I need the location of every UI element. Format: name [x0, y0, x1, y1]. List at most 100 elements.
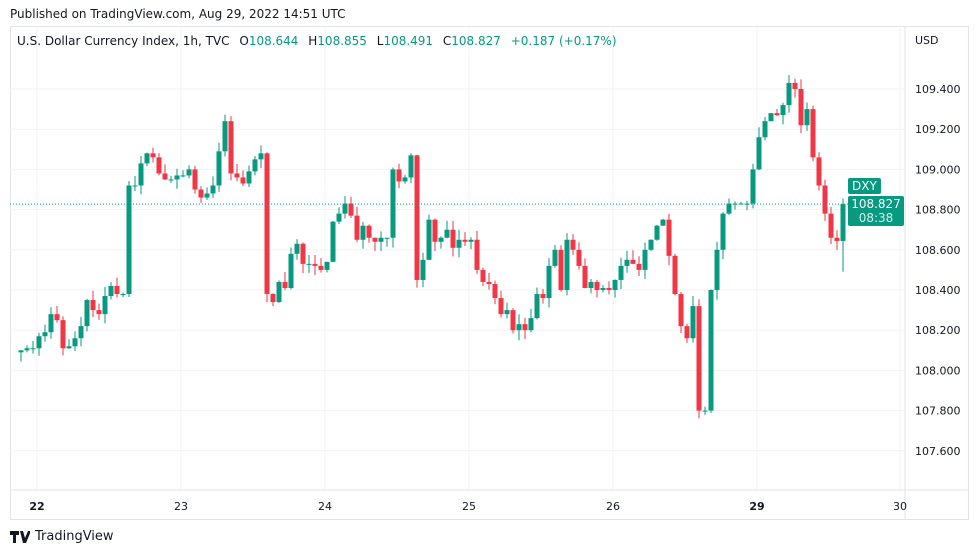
high-value: 108.855 — [317, 34, 367, 48]
change-value: +0.187 (+0.17%) — [510, 34, 617, 48]
candle-body — [240, 177, 246, 184]
candle-body — [282, 281, 288, 288]
candle-body — [564, 239, 570, 290]
candle-body — [258, 153, 264, 160]
candle-body — [174, 175, 180, 180]
candle-body — [54, 314, 60, 321]
candle-body — [630, 259, 636, 264]
candles — [18, 75, 846, 419]
candle-body — [276, 281, 282, 303]
candle-body — [114, 285, 120, 295]
candle-body — [522, 324, 528, 331]
candle-body — [540, 294, 546, 299]
time-tick: 24 — [318, 500, 332, 513]
candle-body — [294, 243, 300, 254]
candle-body — [216, 151, 222, 186]
chart-frame[interactable] — [10, 26, 969, 520]
candle-body — [636, 263, 642, 270]
candle-body — [744, 203, 750, 205]
candle-body — [372, 237, 378, 242]
candle-body — [720, 213, 726, 250]
candle-body — [768, 113, 774, 122]
candle-body — [204, 193, 210, 198]
candle-body — [408, 155, 414, 178]
candle-body — [180, 175, 186, 177]
time-tick: 23 — [174, 500, 188, 513]
candle-body — [480, 269, 486, 282]
price-tick: 109.200 — [915, 123, 961, 136]
candle-body — [324, 261, 330, 270]
candle-body — [162, 173, 168, 180]
currency-label: USD — [915, 34, 939, 47]
price-tick: 108.800 — [915, 204, 961, 217]
candle-body — [618, 265, 624, 280]
price-tick: 108.400 — [915, 284, 961, 297]
candle-body — [312, 263, 318, 266]
candle-body — [396, 169, 402, 182]
candle-body — [426, 219, 432, 260]
candle-body — [810, 109, 816, 158]
candle-body — [588, 281, 594, 288]
candle-body — [168, 179, 174, 181]
candle-body — [150, 153, 156, 158]
candle-body — [66, 346, 72, 349]
candle-body — [834, 237, 840, 241]
candle-body — [84, 300, 90, 327]
candle-body — [528, 318, 534, 331]
close-label: C — [442, 34, 452, 48]
candle-body — [534, 294, 540, 319]
tradingview-logo[interactable]: TradingView — [10, 529, 114, 544]
price-tick: 108.600 — [915, 244, 961, 257]
candle-body — [270, 294, 276, 303]
candle-body — [36, 336, 42, 349]
low-value: 108.491 — [383, 34, 434, 48]
candle-body — [330, 221, 336, 262]
candle-body — [78, 326, 84, 339]
candle-body — [798, 89, 804, 126]
candle-body — [120, 294, 126, 296]
candle-body — [126, 185, 132, 295]
candle-body — [690, 306, 696, 339]
candle-body — [42, 332, 48, 337]
candle-body — [444, 229, 450, 238]
candle-body — [306, 263, 312, 265]
candle-body — [696, 306, 702, 411]
candle-body — [462, 239, 468, 242]
candle-body — [648, 239, 654, 250]
candle-body — [264, 153, 270, 295]
candle-body — [222, 121, 228, 152]
candle-body — [450, 229, 456, 248]
time-tick: 25 — [462, 500, 476, 513]
candle-body — [726, 203, 732, 214]
candle-body — [90, 300, 96, 311]
candle-body — [390, 169, 396, 238]
candle-body — [18, 350, 24, 353]
candle-body — [60, 320, 66, 349]
candle-body — [234, 173, 240, 178]
candle-body — [642, 249, 648, 270]
candle-body — [552, 249, 558, 266]
price-axis: 109.400 109.200 109.000 108.800 108.600 108.4… — [915, 83, 961, 458]
symbol-legend: U.S. Dollar Currency Index, 1h, TVC O108… — [17, 34, 617, 48]
candle-body — [738, 203, 744, 205]
candle-body — [702, 410, 708, 412]
candle-body — [504, 310, 510, 315]
candle-body — [348, 203, 354, 216]
candle-body — [570, 239, 576, 250]
candle-body — [510, 310, 516, 331]
candle-body — [576, 249, 582, 266]
candle-body — [72, 338, 78, 347]
candle-body — [840, 204, 846, 241]
candle-body — [228, 121, 234, 174]
candle-body — [210, 185, 216, 194]
last-price-badge: 108.827 08:38 — [848, 196, 904, 227]
candle-body — [708, 290, 714, 411]
candle-body — [654, 225, 660, 240]
candle-body — [666, 219, 672, 256]
candle-body — [474, 239, 480, 270]
candle-body — [288, 253, 294, 288]
candle-body — [24, 348, 30, 351]
price-tick: 107.800 — [915, 405, 961, 418]
candle-body — [606, 287, 612, 290]
